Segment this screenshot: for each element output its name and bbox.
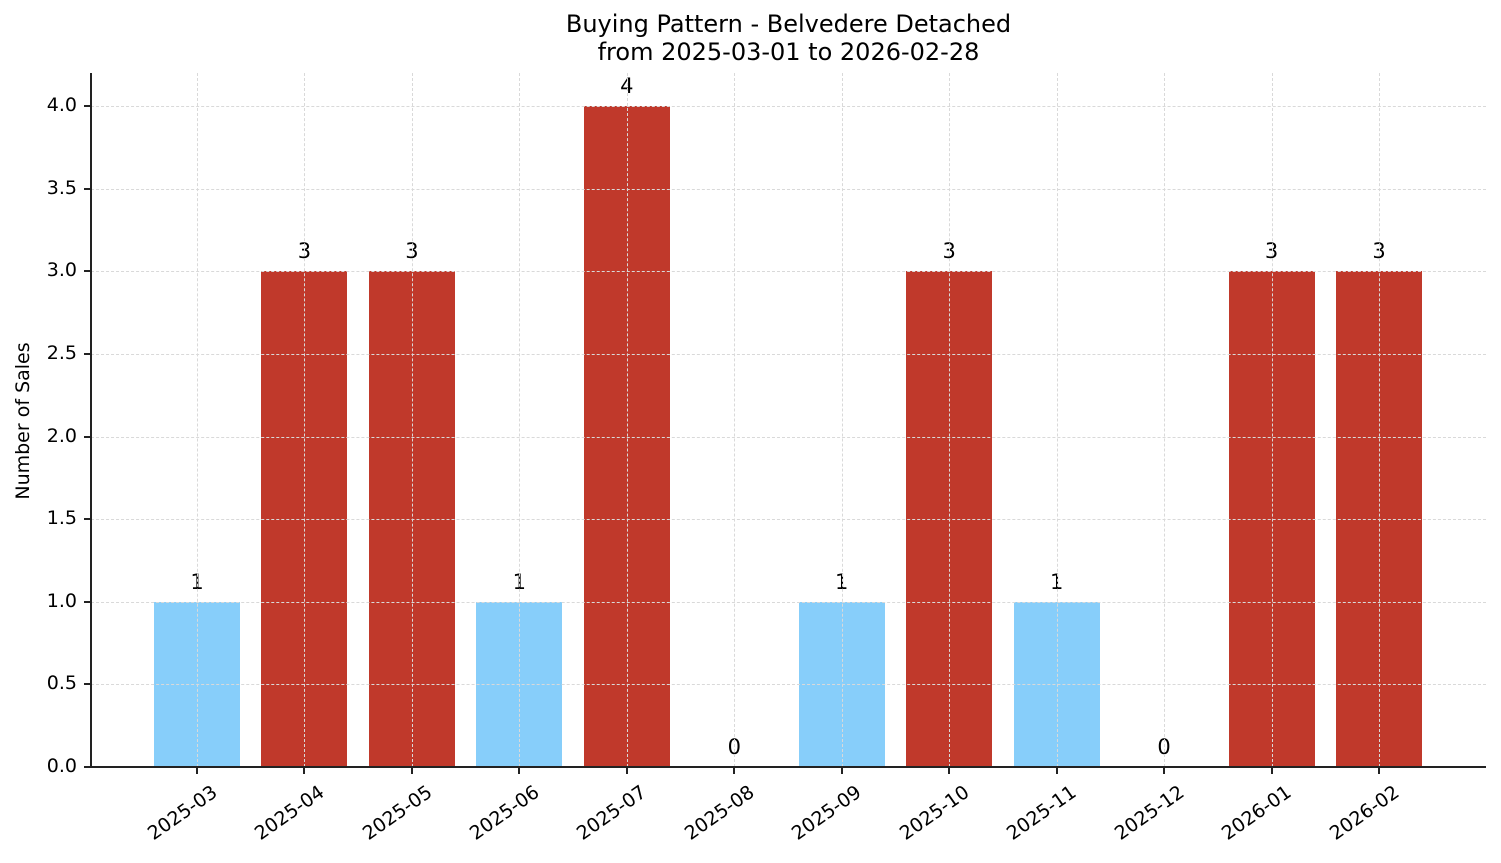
- x-tick-label: 2025-08: [680, 781, 759, 845]
- bar-2025-07: [583, 106, 670, 767]
- x-tick-label: 2025-10: [895, 781, 974, 845]
- x-tick: [410, 768, 413, 774]
- x-tick: [196, 768, 198, 774]
- x-tick: [948, 768, 951, 774]
- chart-title: Buying Pattern - Belvedere Detached from…: [0, 10, 1501, 66]
- bar-value-label: 1: [512, 569, 527, 594]
- bar-2025-05: [368, 271, 455, 767]
- bar-2026-01: [1228, 271, 1315, 767]
- bar-2025-03: [154, 601, 240, 767]
- x-tick: [518, 768, 521, 774]
- y-axis-spine: [90, 73, 92, 768]
- plot-area: 1 3 3 1 4 0 1 3 1 0 3 3: [91, 73, 1486, 767]
- bar-2025-09: [798, 601, 885, 767]
- x-tick: [1378, 768, 1380, 774]
- bar-value-label: 3: [942, 239, 956, 264]
- bar-2025-10: [906, 271, 993, 767]
- y-tick-label: 3.0: [46, 259, 77, 282]
- chart-title-line-2: from 2025-03-01 to 2026-02-28: [597, 38, 980, 66]
- y-tick-label: 2.0: [46, 424, 77, 447]
- x-tick-label: 2025-06: [465, 781, 544, 845]
- x-tick-label: 2025-11: [1003, 781, 1081, 845]
- x-tick-label: 2025-12: [1110, 781, 1189, 845]
- y-tick: [84, 518, 90, 521]
- x-tick: [1270, 768, 1273, 774]
- bar-2025-04: [261, 271, 348, 767]
- x-tick-label: 2025-09: [788, 781, 866, 845]
- y-tick: [84, 600, 90, 603]
- y-tick: [84, 270, 90, 273]
- x-axis-spine: [90, 766, 1486, 768]
- bar-value-label: 0: [727, 735, 741, 759]
- y-tick: [84, 435, 90, 438]
- y-tick-label: 0.0: [46, 755, 77, 777]
- bar-value-label: 3: [297, 239, 312, 264]
- y-tick: [84, 683, 90, 686]
- bar-value-label: 3: [405, 239, 419, 264]
- y-tick: [84, 187, 90, 190]
- x-tick: [625, 768, 628, 774]
- bar-value-label: 1: [1049, 569, 1064, 594]
- y-tick-label: 0.5: [46, 672, 77, 695]
- bar-value-label: 0: [1157, 735, 1171, 759]
- bar-2025-11: [1013, 601, 1100, 767]
- x-tick: [1163, 768, 1166, 774]
- chart-title-line-1: Buying Pattern - Belvedere Detached: [565, 10, 1012, 38]
- x-tick-label: 2025-03: [143, 781, 222, 845]
- x-tick-label: 2025-07: [573, 781, 651, 845]
- y-tick: [84, 105, 90, 108]
- y-tick-label: 1.5: [46, 507, 77, 530]
- y-tick-label: 2.5: [46, 341, 77, 364]
- x-tick-label: 2025-04: [250, 781, 329, 845]
- bar-value-label: 1: [190, 569, 204, 594]
- y-tick: [84, 766, 90, 768]
- x-tick: [303, 768, 306, 774]
- x-tick-label: 2026-01: [1217, 781, 1296, 845]
- y-axis-label: Number of Sales: [12, 342, 34, 500]
- y-tick: [84, 352, 90, 355]
- x-tick: [733, 768, 736, 774]
- bar-value-label: 3: [1372, 239, 1386, 264]
- y-tick-label: 3.5: [46, 176, 77, 199]
- x-tick: [840, 768, 843, 774]
- bar-value-label: 1: [835, 569, 849, 594]
- y-tick-label: 4.0: [46, 94, 77, 117]
- y-tick-label: 1.0: [46, 589, 77, 612]
- bar-2026-02: [1336, 271, 1422, 767]
- bar-value-label: 4: [620, 74, 634, 99]
- x-tick: [1055, 768, 1058, 774]
- x-tick-label: 2025-05: [358, 781, 436, 845]
- bar-2025-06: [476, 601, 563, 767]
- bar-value-label: 3: [1264, 239, 1279, 264]
- x-tick-label: 2026-02: [1325, 781, 1404, 845]
